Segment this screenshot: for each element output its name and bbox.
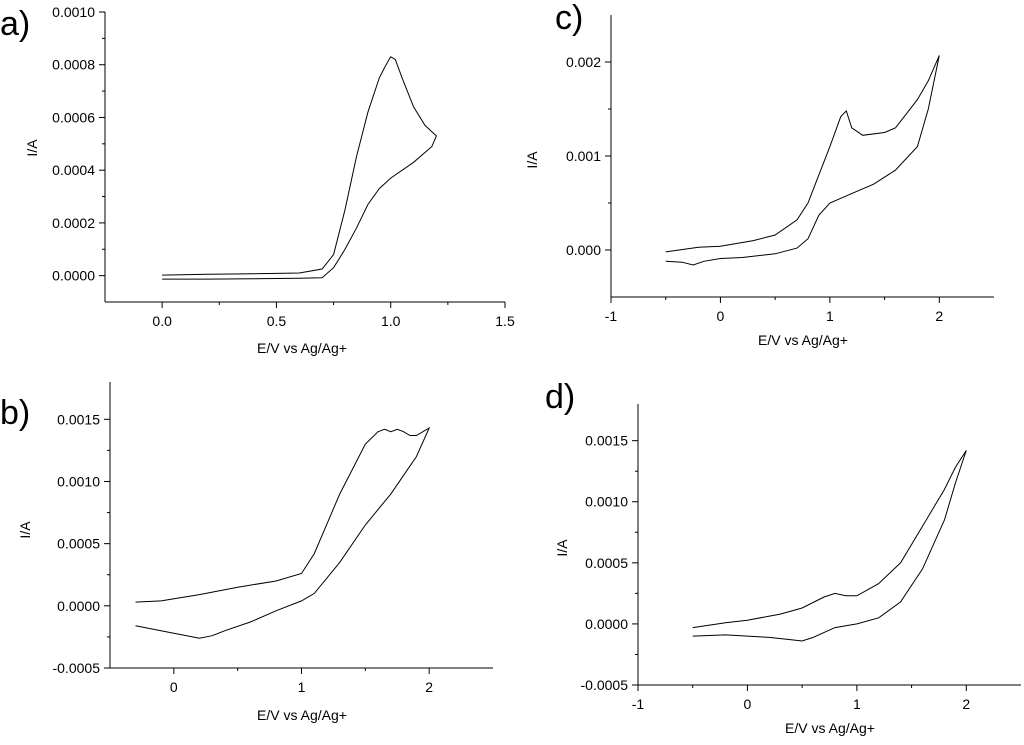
- panel-c-x-tick-label: 2: [935, 308, 943, 324]
- panel-d-x-tick-label: 2: [962, 696, 970, 712]
- panel-d-y-tick-label: 0.0000: [585, 616, 628, 632]
- panel-b-x-tick-label: 1: [298, 679, 306, 695]
- panel-c-y-tick-label: 0.002: [566, 54, 601, 70]
- panel-b-label: b): [0, 394, 30, 432]
- panel-b-y-tick-label: 0.0015: [57, 411, 100, 427]
- panel-b-cv-curve: [135, 426, 431, 639]
- panel-d-y-tick-label: 0.0010: [585, 494, 628, 510]
- panel-d-y-tick-label: 0.0015: [585, 433, 628, 449]
- panel-a-x-tick-label: 1.5: [495, 313, 515, 329]
- panel-a-cv-curve: [162, 56, 437, 280]
- panel-b-x-axis-title: E/V vs Ag/Ag+: [257, 707, 347, 723]
- panel-d: d) -1 0 1 2-0.00050.00000.00050.00100.0015 …: [545, 378, 1021, 736]
- panel-a-y-tick-label: 0.0004: [52, 162, 95, 178]
- panel-a-x-tick-label: 1.0: [381, 313, 401, 329]
- panel-d-y-tick-label: -0.0005: [581, 677, 629, 693]
- panel-d-x-tick-label: 1: [853, 696, 861, 712]
- panel-d-cv-curve: [692, 450, 967, 642]
- panel-c-label: c): [555, 0, 583, 37]
- panel-b-y-tick-label: 0.0000: [57, 598, 100, 614]
- panel-b-y-tick-label: 0.0005: [57, 536, 100, 552]
- panel-c-x-axis-title: E/V vs Ag/Ag+: [758, 332, 848, 348]
- panel-c-cv-curve: [665, 55, 940, 266]
- panel-b-y-tick-label: 0.0010: [57, 473, 100, 489]
- panel-c-x-tick-label: -1: [605, 308, 618, 324]
- panel-d-x-tick-label: -1: [632, 696, 645, 712]
- panel-a: a) 0.0 0.5 1.0 1.5 0.0000 0.0002 0.0004 0.0006 0…: [0, 4, 515, 356]
- panel-b: b) 0 1 2 -0.0005 0.0000 0.0005 0.0010 0.0015 E/…: [0, 382, 493, 723]
- panel-a-y-tick-label: 0.0002: [52, 215, 95, 231]
- panel-d-y-tick-label: 0.0005: [585, 555, 628, 571]
- panel-b-x-tick-label: 0: [170, 679, 178, 695]
- panel-a-x-tick-label: 0.5: [267, 313, 287, 329]
- panel-a-y-tick-label: 0.0010: [52, 4, 95, 20]
- panel-c-y-axis-title: I/A: [524, 151, 540, 169]
- panel-a-y-tick-label: 0.0000: [52, 268, 95, 284]
- panel-c: c) -1 0 1 2 0.000 0.001 0.002 E/V vs Ag/Ag+ I/…: [524, 0, 994, 348]
- panel-a-x-tick-label: 0.0: [152, 313, 172, 329]
- panel-b-y-tick-label: -0.0005: [53, 660, 101, 676]
- panel-a-y-axis-title: I/A: [24, 139, 40, 157]
- panel-a-y-tick-label: 0.0008: [52, 57, 95, 73]
- panel-c-x-tick-label: 1: [826, 308, 834, 324]
- panel-a-y-tick-label: 0.0006: [52, 109, 95, 125]
- panel-d-x-axis-title: E/V vs Ag/Ag+: [785, 720, 875, 736]
- panel-c-y-tick-label: 0.001: [566, 148, 601, 164]
- panel-d-label: d): [545, 378, 575, 416]
- panel-a-label: a): [0, 5, 30, 43]
- panel-c-x-tick-label: 0: [717, 308, 725, 324]
- panel-c-y-tick-label: 0.000: [566, 242, 601, 258]
- panel-a-x-axis-title: E/V vs Ag/Ag+: [257, 340, 347, 356]
- panel-b-x-tick-label: 2: [425, 679, 433, 695]
- panel-b-y-axis-title: I/A: [17, 521, 33, 539]
- panel-d-x-tick-label: 0: [744, 696, 752, 712]
- panel-d-y-axis-title: I/A: [554, 539, 570, 557]
